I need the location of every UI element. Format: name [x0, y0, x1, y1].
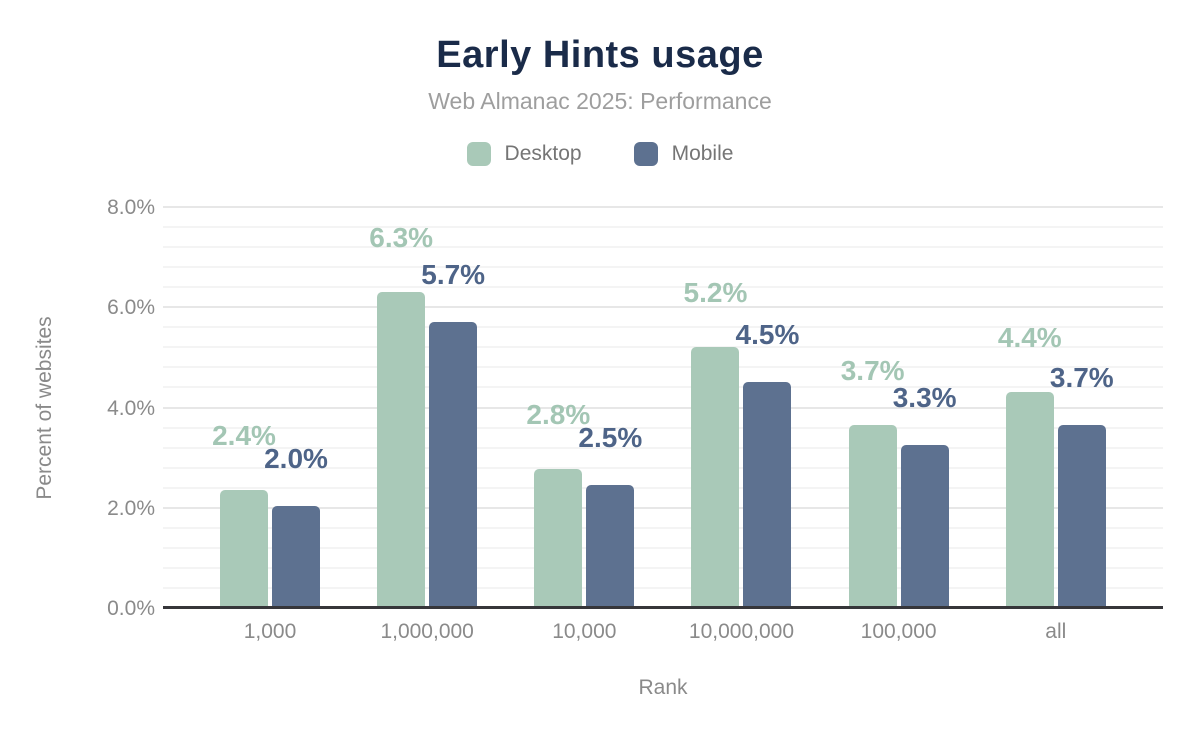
- mobile-value-label: 2.0%: [264, 443, 328, 475]
- desktop-swatch-icon: [466, 142, 491, 166]
- y-tick-label: 4.0%: [107, 396, 155, 420]
- mobile-value-label: 3.7%: [1049, 362, 1114, 394]
- x-tick-label-all: all: [1045, 620, 1067, 643]
- minor-gridline: [163, 326, 1163, 329]
- desktop-bar-10000: [534, 469, 583, 608]
- minor-gridline: [163, 266, 1163, 269]
- desktop-value-label: 2.4%: [212, 420, 276, 452]
- x-tick-label-100000: 100,000: [860, 620, 937, 643]
- x-tick-label-10000000: 10,000,000: [688, 620, 795, 643]
- desktop-bar-100000: [848, 425, 897, 608]
- mobile-bar-10000000: [743, 382, 792, 608]
- legend-item-desktop: Desktop: [466, 142, 582, 166]
- x-tick-label-1000: 1,000: [243, 620, 297, 643]
- legend: Desktop Mobile: [0, 142, 1200, 166]
- mobile-bar-10000: [586, 484, 635, 608]
- mobile-bar-1000: [272, 506, 320, 608]
- legend-item-mobile: Mobile: [633, 142, 734, 166]
- x-axis-title: Rank: [638, 676, 688, 699]
- minor-gridline: [163, 566, 1163, 569]
- x-tick-label-10000: 10,000: [552, 620, 617, 643]
- mobile-bar-1000000: [429, 322, 478, 608]
- minor-gridline: [163, 446, 1163, 449]
- mobile-value-label: 3.3%: [892, 382, 957, 414]
- mobile-bar-100000: [900, 445, 949, 608]
- desktop-value-label: 4.4%: [997, 322, 1062, 354]
- desktop-value-label: 2.8%: [526, 399, 591, 431]
- minor-gridline: [163, 526, 1163, 529]
- mobile-bar-all: [1057, 425, 1106, 608]
- minor-gridline: [163, 586, 1163, 589]
- minor-gridline: [163, 486, 1163, 489]
- desktop-value-label: 6.3%: [369, 222, 434, 254]
- minor-gridline: [163, 386, 1163, 389]
- minor-gridline: [163, 546, 1163, 549]
- major-gridline: [163, 406, 1163, 409]
- desktop-bar-all: [1005, 392, 1054, 608]
- desktop-bar-10000000: [691, 347, 740, 608]
- major-gridline: [163, 306, 1163, 309]
- major-gridline: [163, 506, 1163, 509]
- mobile-value-label: 5.7%: [421, 259, 486, 291]
- desktop-bar-1000: [220, 490, 268, 608]
- desktop-value-label: 5.2%: [683, 277, 748, 309]
- desktop-bar-1000000: [377, 292, 426, 608]
- y-tick-label: 0.0%: [107, 597, 155, 620]
- major-gridline: [163, 206, 1163, 208]
- minor-gridline: [163, 346, 1163, 349]
- minor-gridline: [163, 286, 1163, 289]
- minor-gridline: [163, 366, 1163, 369]
- y-axis-title: Percent of websites: [33, 316, 56, 500]
- minor-gridline: [163, 426, 1163, 429]
- legend-label-mobile: Mobile: [671, 142, 734, 165]
- y-tick-label: 6.0%: [107, 296, 155, 320]
- x-tick-label-1000000: 1,000,000: [380, 620, 474, 643]
- mobile-value-label: 4.5%: [735, 319, 800, 351]
- minor-gridline: [163, 226, 1163, 229]
- mobile-swatch-icon: [633, 142, 658, 166]
- legend-label-desktop: Desktop: [504, 142, 582, 165]
- y-tick-label: 2.0%: [107, 496, 155, 520]
- desktop-value-label: 3.7%: [840, 355, 905, 387]
- x-axis-line: [163, 606, 1163, 609]
- plot-area: 2.4% 2.0% 6.3% 5.7% 2.8% 2.5% 5.2% 4.5% 3.7% 3.3%…: [163, 206, 1163, 608]
- minor-gridline: [163, 466, 1163, 469]
- chart-title: Early Hints usage: [436, 34, 764, 76]
- mobile-value-label: 2.5%: [578, 421, 643, 453]
- chart-subtitle: Web Almanac 2025: Performance: [428, 88, 772, 114]
- minor-gridline: [163, 246, 1163, 249]
- y-tick-label: 8.0%: [107, 196, 155, 219]
